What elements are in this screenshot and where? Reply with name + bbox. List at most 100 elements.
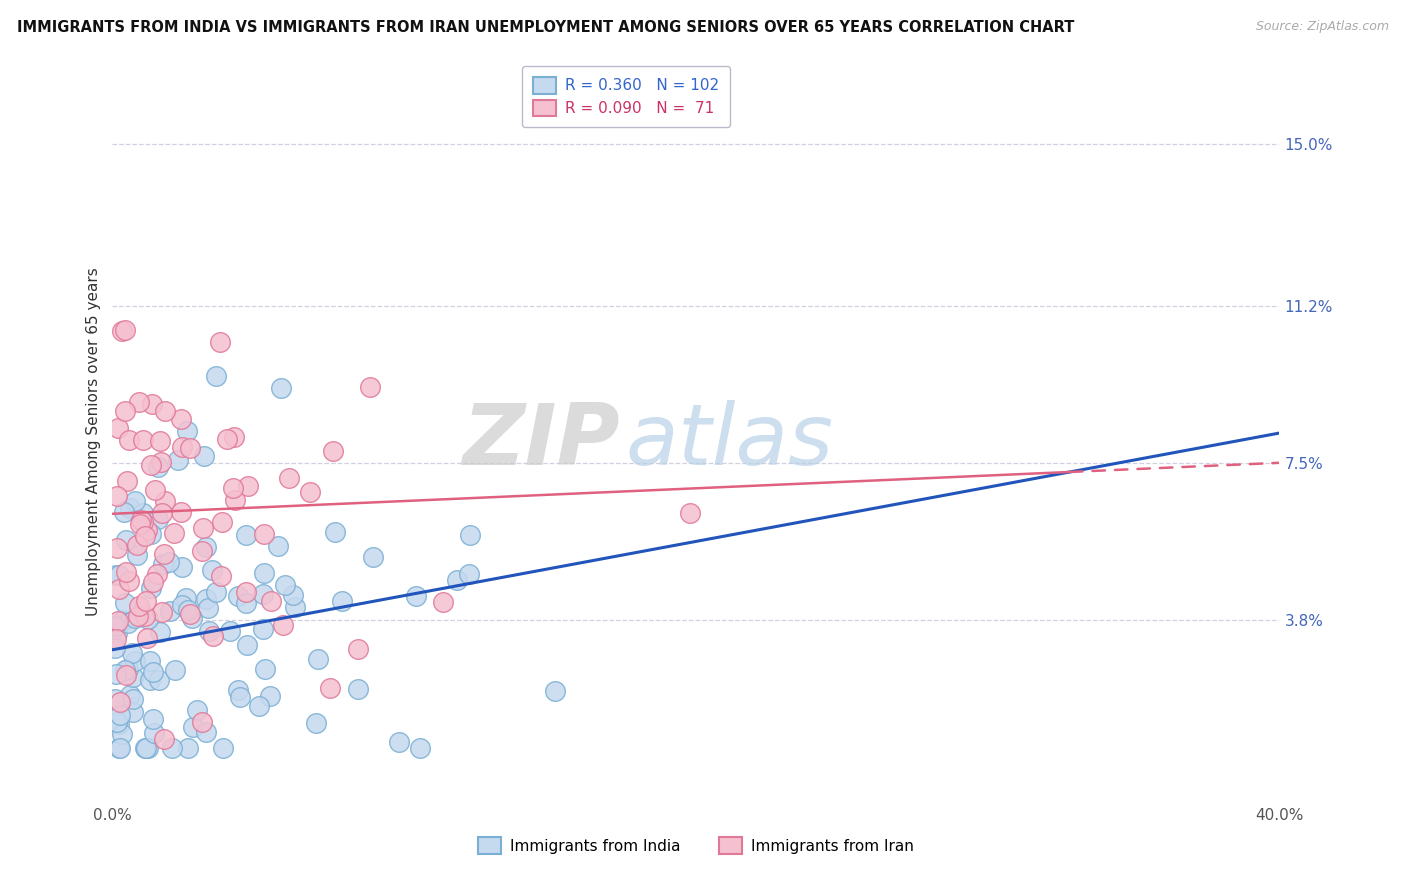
Point <box>142 665 165 680</box>
Point <box>405 589 427 603</box>
Point <box>322 444 344 458</box>
Point <box>198 624 221 639</box>
Point <box>458 528 481 542</box>
Point <box>197 601 219 615</box>
Point <box>127 609 149 624</box>
Point <box>146 567 169 582</box>
Point <box>174 591 197 606</box>
Point <box>163 663 186 677</box>
Text: atlas: atlas <box>626 400 834 483</box>
Legend: Immigrants from India, Immigrants from Iran: Immigrants from India, Immigrants from I… <box>472 831 920 860</box>
Point <box>104 632 127 646</box>
Point <box>118 688 141 702</box>
Point <box>136 524 159 538</box>
Point <box>105 568 128 582</box>
Point <box>152 547 174 561</box>
Point <box>259 689 281 703</box>
Point <box>208 335 231 350</box>
Point <box>388 734 411 748</box>
Point <box>194 724 217 739</box>
Point <box>229 690 252 704</box>
Point <box>278 471 301 485</box>
Point <box>212 740 235 755</box>
Point <box>226 589 249 603</box>
Point <box>224 492 246 507</box>
Point <box>124 611 146 625</box>
Point <box>260 593 283 607</box>
Text: IMMIGRANTS FROM INDIA VS IMMIGRANTS FROM IRAN UNEMPLOYMENT AMONG SENIORS OVER 65: IMMIGRANTS FROM INDIA VS IMMIGRANTS FROM… <box>17 20 1074 35</box>
Point <box>148 673 170 688</box>
Point <box>181 610 204 624</box>
Point <box>117 615 139 630</box>
Point <box>134 740 156 755</box>
Point <box>267 539 290 553</box>
Point <box>108 740 131 755</box>
Point <box>170 505 193 519</box>
Point <box>284 599 307 614</box>
Point <box>149 434 172 448</box>
Point <box>105 541 128 556</box>
Point <box>114 404 136 418</box>
Point <box>160 740 183 755</box>
Point <box>146 512 169 526</box>
Point <box>211 516 233 530</box>
Point <box>142 726 165 740</box>
Point <box>132 506 155 520</box>
Point <box>111 324 134 338</box>
Point <box>115 565 138 579</box>
Point <box>122 670 145 684</box>
Point <box>298 485 321 500</box>
Point <box>323 524 346 539</box>
Point <box>202 629 225 643</box>
Point <box>114 668 136 682</box>
Point <box>138 654 160 668</box>
Point <box>132 516 155 530</box>
Point <box>141 397 163 411</box>
Point <box>176 424 198 438</box>
Point <box>149 625 172 640</box>
Point <box>146 459 169 474</box>
Point <box>679 506 702 520</box>
Point <box>114 663 136 677</box>
Point <box>135 594 157 608</box>
Point <box>125 548 148 562</box>
Point <box>319 681 342 695</box>
Point <box>409 740 432 755</box>
Point <box>152 558 174 572</box>
Point <box>104 641 127 656</box>
Point <box>134 529 156 543</box>
Point <box>222 481 245 495</box>
Point <box>139 581 162 595</box>
Point <box>124 654 146 668</box>
Point <box>193 450 215 464</box>
Point <box>105 490 128 504</box>
Text: Source: ZipAtlas.com: Source: ZipAtlas.com <box>1256 20 1389 33</box>
Point <box>114 596 136 610</box>
Point <box>107 421 129 435</box>
Point <box>166 453 188 467</box>
Point <box>179 441 201 455</box>
Point <box>163 526 186 541</box>
Point <box>236 639 259 653</box>
Point <box>143 483 166 497</box>
Point <box>110 708 132 723</box>
Point <box>170 440 193 454</box>
Point <box>114 323 136 337</box>
Y-axis label: Unemployment Among Seniors over 65 years: Unemployment Among Seniors over 65 years <box>86 268 101 615</box>
Point <box>238 479 260 493</box>
Point <box>432 594 454 608</box>
Point <box>235 528 257 542</box>
Point <box>124 493 146 508</box>
Point <box>209 569 232 583</box>
Point <box>252 566 274 580</box>
Point <box>105 715 128 730</box>
Point <box>135 740 157 755</box>
Point <box>149 455 172 469</box>
Point <box>446 573 468 587</box>
Point <box>253 527 276 541</box>
Point <box>177 740 200 755</box>
Point <box>105 625 128 640</box>
Point <box>252 587 274 601</box>
Point <box>181 720 204 734</box>
Point <box>111 613 134 627</box>
